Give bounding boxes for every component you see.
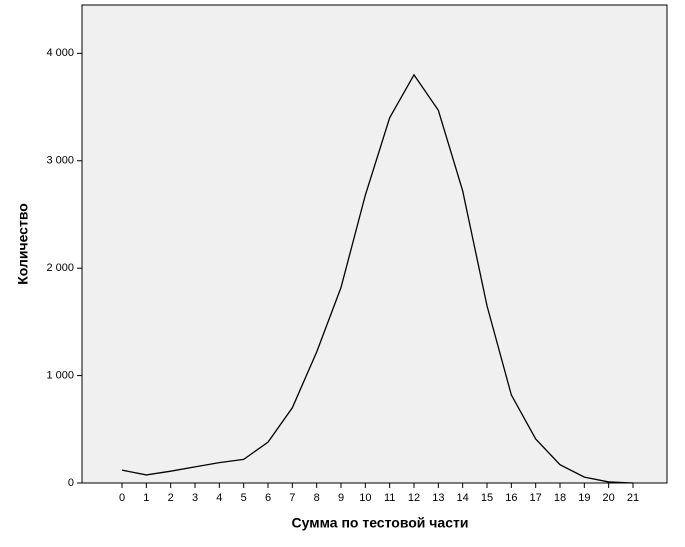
x-tick-label: 17 (530, 492, 542, 504)
x-tick-label: 16 (505, 492, 517, 504)
x-tick-label: 5 (241, 492, 247, 504)
x-tick-label: 10 (359, 492, 371, 504)
x-tick-label: 15 (481, 492, 493, 504)
x-tick-label: 0 (119, 492, 125, 504)
x-tick-label: 13 (432, 492, 444, 504)
line (121, 73, 634, 484)
x-tick-label: 7 (289, 492, 295, 504)
y-tick-label: 4 000 (46, 47, 74, 59)
x-tick-label: 20 (603, 492, 615, 504)
x-tick-label: 11 (384, 492, 395, 504)
x-tick-label: 1 (143, 492, 149, 504)
x-tick-label: 3 (192, 492, 198, 504)
y-tick-label: 0 (68, 477, 74, 489)
y-tick-label: 3 000 (46, 155, 74, 167)
plot-area (81, 4, 668, 484)
x-tick-label: 8 (314, 492, 320, 504)
x-tick-label: 21 (627, 492, 639, 504)
x-tick-label: 9 (338, 492, 344, 504)
x-tick-label: 4 (216, 492, 222, 504)
x-axis-title: Сумма по тестовой части (292, 515, 469, 531)
x-tick-label: 2 (168, 492, 174, 504)
x-tick-label: 12 (408, 492, 420, 504)
y-tick-label: 2 000 (46, 262, 74, 274)
x-tick-label: 18 (554, 492, 566, 504)
x-tick-label: 19 (578, 492, 590, 504)
y-tick-label: 1 000 (46, 369, 74, 381)
y-axis-title: Количество (15, 203, 31, 285)
x-tick-label: 6 (265, 492, 271, 504)
x-tick-label: 14 (457, 492, 469, 504)
